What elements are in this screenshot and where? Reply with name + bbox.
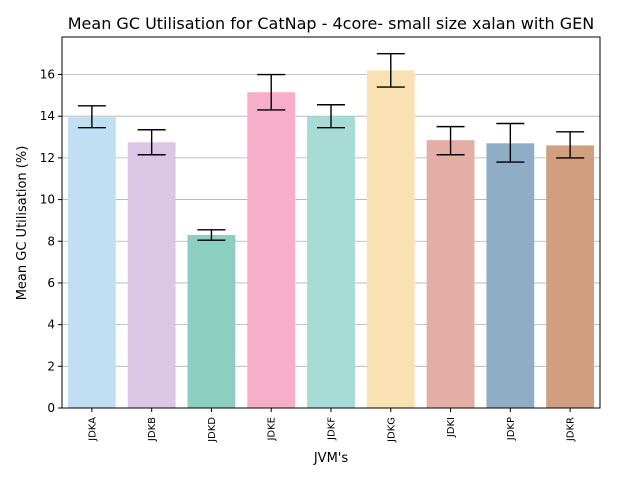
y-tick-label: 0 [47,401,55,415]
bar-jdkp [486,143,535,408]
x-tick-label: JDKF [327,417,338,441]
y-tick-label: 14 [40,109,55,123]
bar-jdkr [546,145,595,408]
y-axis-label: Mean GC Utilisation (%) [15,146,30,301]
x-tick-label: JDKB [147,417,158,442]
y-tick-label: 4 [47,318,55,332]
bar-jdkb [127,142,176,408]
x-axis-label: JVM's [313,451,349,466]
y-tick-label: 8 [47,234,55,248]
axes-frame [61,36,601,409]
y-tick-label: 16 [40,68,55,82]
bar-jdkd [187,235,236,408]
x-tick-label: JDKR [566,417,577,442]
plot-area: 0 2 4 6 8 10 12 14 16 JDKA JDKB JDKD JDKE JDKF JDKG JDK… [40,36,601,443]
y-tick-label: 2 [47,359,55,373]
y-tick-label: 12 [40,151,55,165]
x-tick-label: JDKI [446,417,457,438]
bar-jdke [247,92,296,408]
bar-jdkf [307,116,355,409]
bar-jdki [426,140,475,409]
bar-jdkg [366,70,415,408]
x-tick-label: JDKE [267,417,278,442]
x-tick-label: JDKD [207,417,218,443]
chart-title: Mean GC Utilisation for CatNap - 4core- … [68,14,595,33]
bar-jdka [67,117,116,408]
x-tick-label: JDKP [506,417,517,441]
y-tick-label: 10 [40,193,55,207]
y-tick-label: 6 [47,276,55,290]
x-tick-label: JDKG [386,417,397,443]
x-tick-label: JDKA [87,417,98,442]
